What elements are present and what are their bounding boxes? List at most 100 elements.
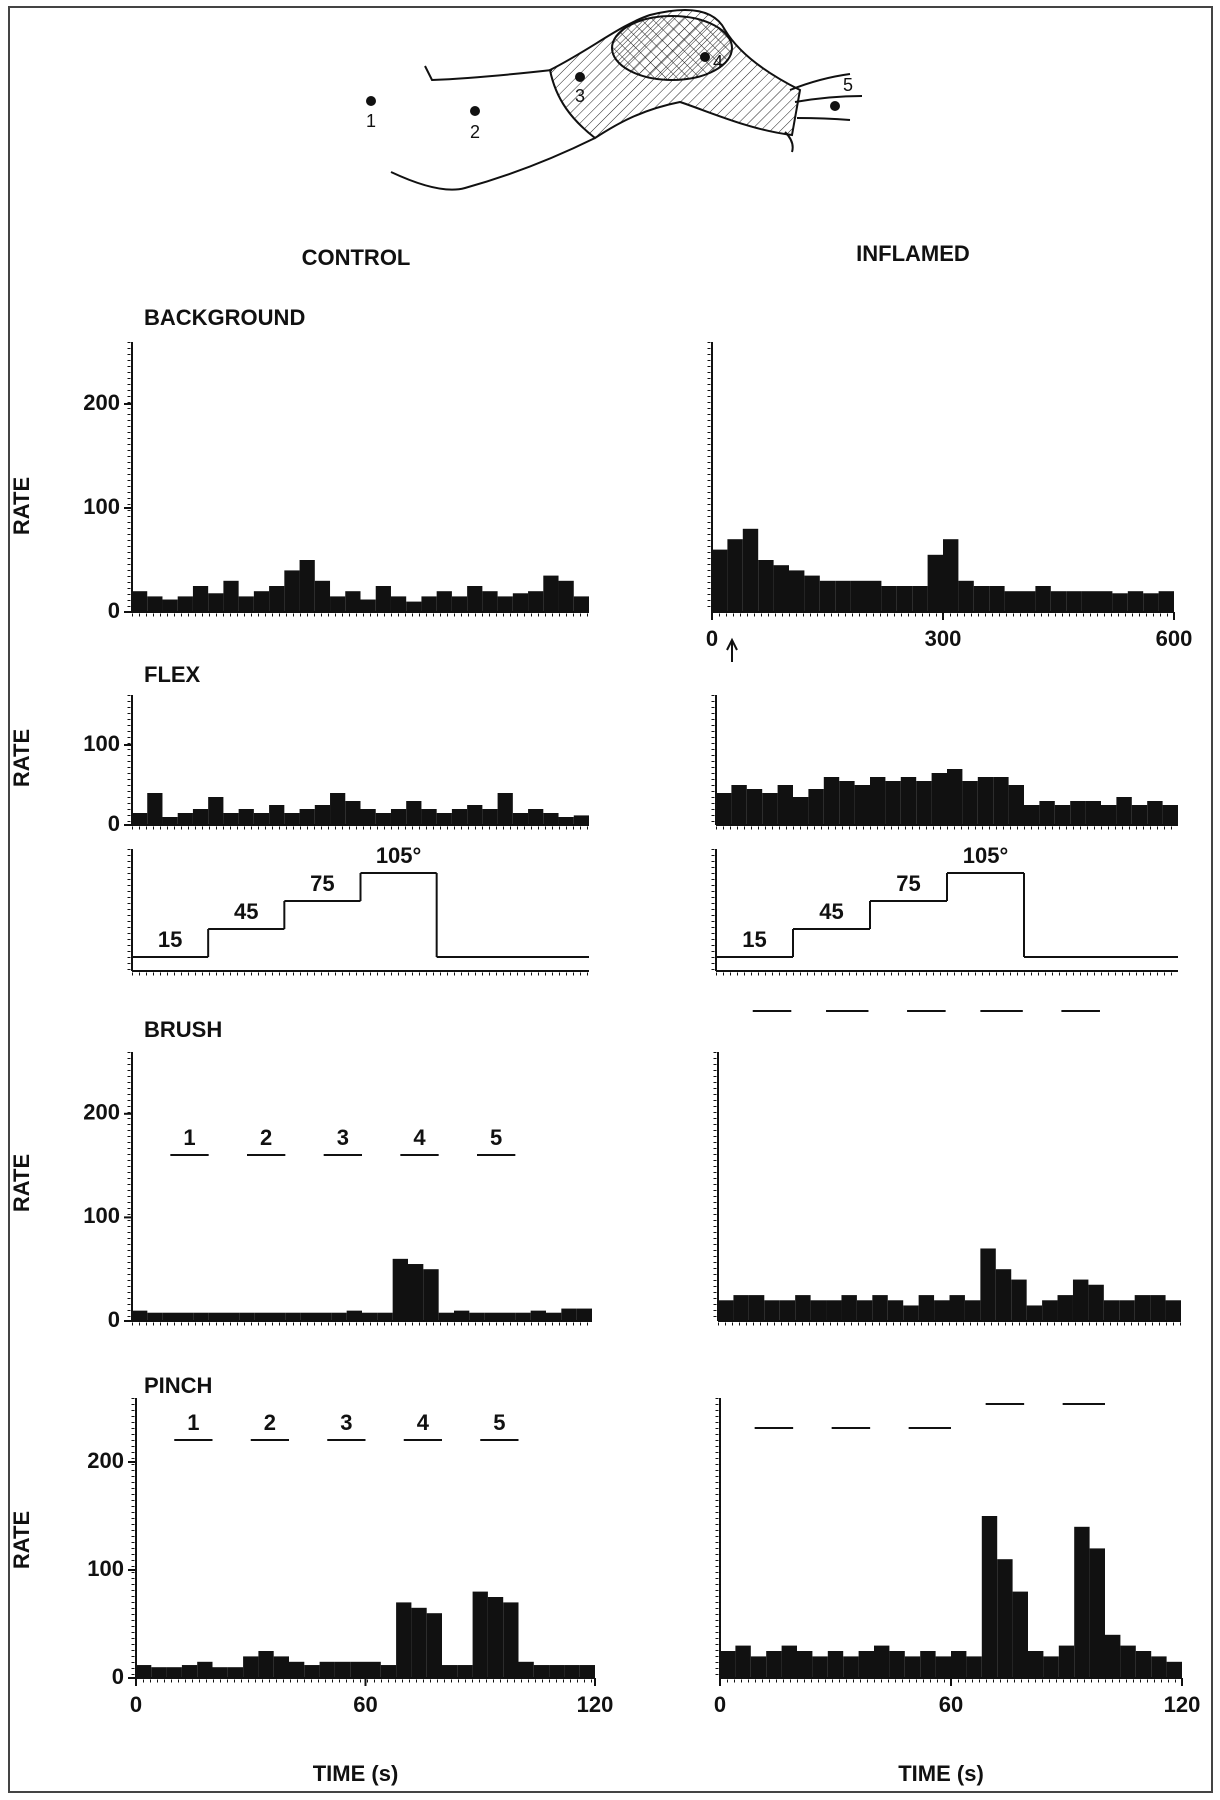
bar [192,586,209,612]
bar [1043,1656,1059,1678]
bar [889,1651,905,1678]
bar [819,580,836,612]
stimulus-label: 2 [264,1410,276,1435]
bar [543,813,559,825]
bar [316,1312,332,1321]
panel: 15 45 75 105° [127,843,589,976]
bar [981,1516,998,1678]
bar [742,528,759,612]
bar [958,580,974,612]
bar [1103,1300,1120,1321]
bar [330,793,346,825]
bar [795,1295,811,1321]
bar [839,781,855,825]
bar [810,1300,827,1321]
bar [712,549,728,612]
bar [1097,591,1113,612]
bar [375,586,391,612]
bar [362,1312,378,1321]
bar [823,777,840,825]
site-label: 3 [575,86,585,106]
site-dot [575,72,585,82]
bar [147,1312,163,1321]
bar [472,1591,488,1678]
panel: TIME (s) 0 60 120 [714,1398,1200,1786]
y-tick-label: 100 [83,731,120,756]
bar [977,777,994,825]
bar [903,1305,919,1321]
bar [350,1661,366,1678]
bar [1151,1656,1167,1678]
arm-diagram: 1 2 3 4 5 [366,9,863,191]
bar [528,809,544,825]
bar [482,809,498,825]
stimulus-label: 3 [337,1125,349,1150]
stimulus-label: 5 [490,1125,502,1150]
arm-outline [424,65,553,82]
panel-title: PINCH [144,1373,212,1398]
bar [949,1295,965,1321]
bar [777,785,793,825]
fingers [784,73,863,153]
bar [421,596,437,612]
bar [1004,591,1020,612]
bar [564,1665,580,1678]
bar [178,1312,194,1321]
bar [319,1661,335,1678]
y-tick-label: 200 [87,1448,124,1473]
step-label: 105° [963,843,1009,868]
y-tick-label: 200 [83,390,120,415]
bar [406,801,422,825]
bar [856,1300,873,1321]
site-dot [366,96,376,106]
bar [442,1665,458,1678]
y-axis-label: RATE [9,1511,34,1569]
bar [421,809,437,825]
bar [162,1312,178,1321]
bar [993,777,1009,825]
bar [808,789,824,825]
bar [964,1300,981,1321]
x-tick-label: 300 [925,626,962,651]
bar [208,593,224,612]
panel: FLEX RATE 0 100 [9,662,589,836]
stimulus-label: 2 [260,1125,272,1150]
bar [151,1667,167,1678]
bar [1127,591,1144,612]
bar [900,777,917,825]
bar [285,1312,301,1321]
bar [1028,1651,1044,1678]
bar [497,596,513,612]
bar [1162,805,1178,825]
stimulus-label: 3 [340,1410,352,1435]
y-tick-label: 0 [108,1307,120,1332]
bar [858,1651,874,1678]
x-axis-label: TIME (s) [898,1761,984,1786]
bar [223,580,239,612]
bar [482,591,498,612]
panel: PINCH RATE TIME (s) 0 100 200 0 60 120 1 2 3 4 5 [9,1373,614,1786]
bar [193,1312,209,1321]
bar [764,1300,780,1321]
bar [515,1312,531,1321]
bar [360,599,376,612]
bar [426,1613,442,1678]
y-tick-label: 100 [83,494,120,519]
bar [1105,1634,1121,1678]
bar [132,813,148,825]
bar [995,1269,1012,1321]
bar [346,1310,362,1321]
y-axis-label: RATE [9,477,34,535]
bar [716,793,732,825]
bar [147,793,163,825]
bar [887,1300,904,1321]
step-label: 45 [819,899,843,924]
bar [989,586,1005,612]
bar [1039,801,1055,825]
bar [406,601,422,612]
stimulus-label: 1 [183,1125,195,1150]
bar [918,1295,935,1321]
x-tick-label: 60 [353,1692,377,1717]
bar [748,1295,765,1321]
